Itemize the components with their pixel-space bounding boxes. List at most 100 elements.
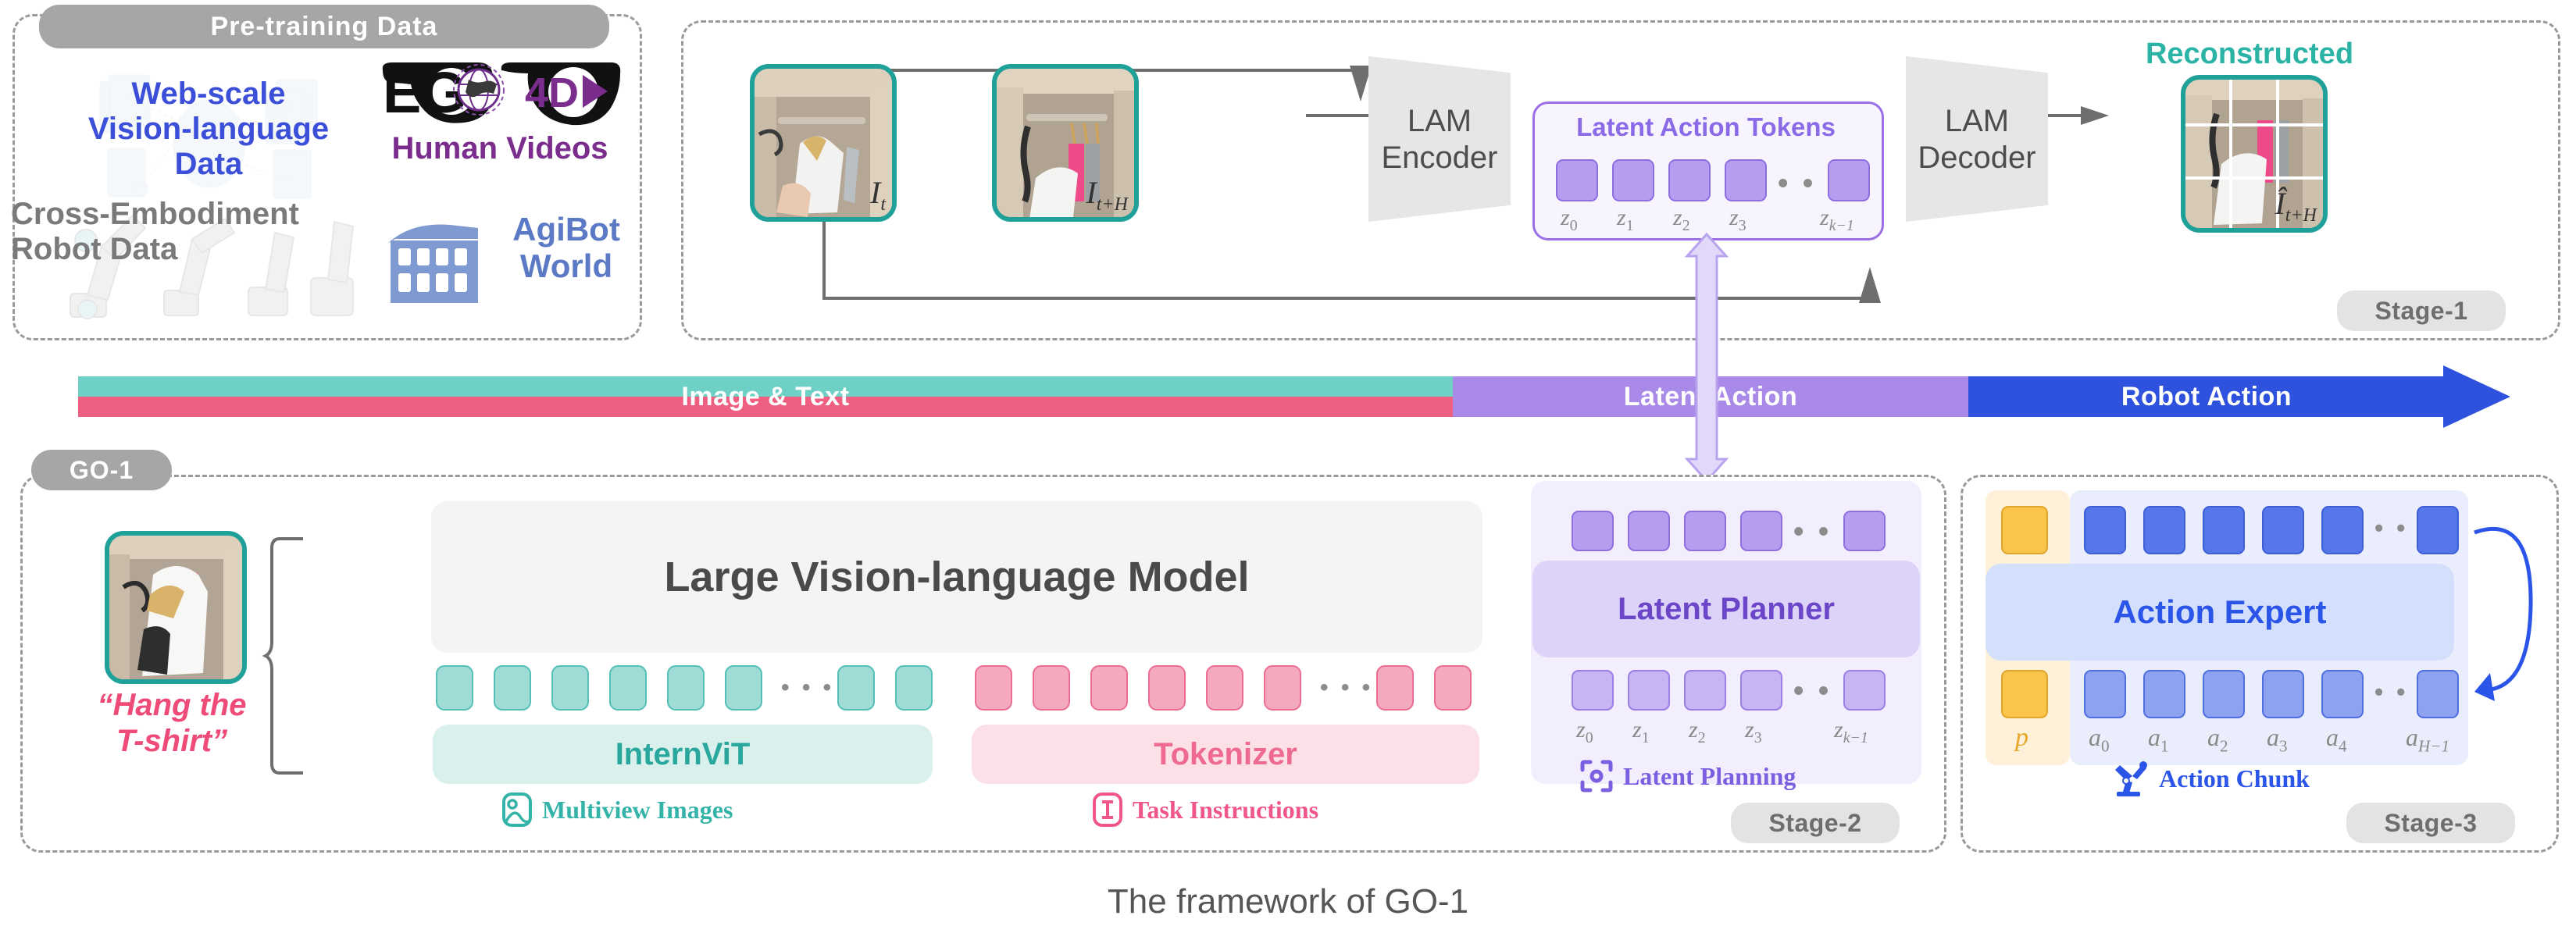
action-token-output — [2417, 670, 2459, 718]
vision-token — [667, 665, 705, 711]
planner-token-label: z2 — [1689, 717, 1706, 746]
action-token-output — [2321, 670, 2364, 718]
action-chunk-label: Action Chunk — [2159, 764, 2310, 792]
tokenizer-card: Tokenizer — [972, 725, 1479, 784]
multiview-images-label: Multiview Images — [542, 795, 733, 824]
planner-input-token — [1628, 511, 1670, 551]
reconstructed-image: Ît+H — [2181, 75, 2328, 233]
action-expert-card: Action Expert — [1986, 564, 2454, 661]
pretraining-item-label: AgiBot World — [512, 211, 620, 285]
lam-encoder-block — [1368, 56, 1511, 222]
latent-token-label: z1 — [1617, 205, 1634, 234]
planner-output-token — [1684, 670, 1726, 711]
pretraining-item-label: Cross-Embodiment Robot Data — [11, 197, 299, 266]
multiview-images-legend: Multiview Images — [501, 792, 733, 828]
latent-token — [1668, 159, 1711, 201]
text-token — [1090, 665, 1128, 711]
frame-t-plus-h-label: It+H — [1086, 175, 1128, 215]
flow-bar-arrowhead — [2443, 365, 2510, 428]
action-token-label: a3 — [2267, 723, 2288, 756]
text-token — [1376, 665, 1414, 711]
play-triangle-icon — [583, 75, 608, 108]
latent-planning-legend: Latent Planning — [1579, 759, 1796, 793]
frame-image-t: It — [750, 64, 897, 222]
go1-header: GO-1 — [31, 450, 172, 490]
action-token-label: a2 — [2207, 723, 2228, 756]
action-token-label: a0 — [2089, 723, 2110, 756]
action-token-output — [2143, 670, 2185, 718]
latent-token — [1612, 159, 1654, 201]
pretraining-item-label: Human Videos — [391, 131, 608, 166]
state-token-input — [2001, 506, 2048, 554]
state-token-label: p — [2015, 723, 2028, 752]
vision-token — [609, 665, 647, 711]
planner-token-label: z1 — [1632, 717, 1650, 746]
planner-output-token — [1740, 670, 1782, 711]
lam-encoder-label: LAM Encoder — [1381, 104, 1498, 176]
planner-token-label: z3 — [1745, 717, 1762, 746]
image-icon — [502, 792, 532, 827]
stage3-badge: Stage-3 — [2346, 803, 2515, 843]
go1-input-image — [105, 531, 247, 684]
input-brace — [262, 537, 303, 775]
latent-planner-card: Latent Planner — [1532, 561, 1920, 657]
latent-token — [1556, 159, 1598, 201]
flow-bar: Image & Text Latent Action Robot Action — [78, 365, 2510, 428]
action-recurrence-arrow — [2474, 527, 2533, 701]
figure-caption: The framework of GO-1 — [1107, 882, 1469, 921]
action-token-output — [2084, 670, 2126, 718]
ego4d-4d-label: 4D — [525, 69, 580, 116]
frame-t-label: It — [870, 175, 886, 215]
action-token-input — [2084, 506, 2126, 554]
latent-token — [1828, 159, 1870, 201]
planner-input-token — [1684, 511, 1726, 551]
action-token-output — [2262, 670, 2304, 718]
stage1-badge: Stage-1 — [2337, 290, 2506, 331]
lam-decoder-block — [1906, 56, 2048, 222]
state-token-output — [2001, 670, 2048, 718]
action-token-output — [2203, 670, 2245, 718]
flow-bar-segment-image-text: Image & Text — [681, 381, 850, 411]
task-instructions-legend: Task Instructions — [1092, 792, 1318, 828]
text-token — [975, 665, 1012, 711]
action-chunk-legend: Action Chunk — [2109, 759, 2310, 798]
colosseum-icon — [387, 224, 478, 303]
stage2-badge: Stage-2 — [1731, 803, 1900, 843]
reconstructed-label: Ît+H — [2275, 186, 2317, 226]
planner-input-token — [1740, 511, 1782, 551]
ego4d-letter-e: E — [383, 60, 422, 125]
pretraining-item-web-scale: Web-scale Vision-language Data — [87, 77, 330, 181]
reconstructed-title: Reconstructed — [2145, 37, 2354, 70]
vision-token — [895, 665, 933, 711]
latent-token — [1725, 159, 1767, 201]
action-token-input — [2417, 506, 2459, 554]
flow-bar-segment-robot-action: Robot Action — [2121, 381, 2292, 411]
web-data-icon — [99, 74, 318, 199]
lam-decoder-label: LAM Decoder — [1918, 104, 2036, 176]
text-token — [1206, 665, 1243, 711]
planner-output-token — [1843, 670, 1886, 711]
planner-token-label: z0 — [1576, 717, 1593, 746]
latent-planning-label: Latent Planning — [1623, 761, 1796, 790]
focus-target-icon — [1580, 760, 1613, 792]
robot-arms-icon — [70, 214, 355, 319]
pretraining-item-human-videos: Human Videos — [367, 131, 633, 166]
internvit-card: InternViT — [433, 725, 933, 784]
planner-input-token — [1572, 511, 1614, 551]
action-token-input — [2203, 506, 2245, 554]
text-token — [1148, 665, 1186, 711]
vision-token — [551, 665, 589, 711]
text-token — [1434, 665, 1472, 711]
action-token-input — [2143, 506, 2185, 554]
pretraining-data-header: Pre-training Data — [39, 5, 609, 48]
pretraining-item-label: Web-scale Vision-language Data — [87, 77, 330, 181]
planner-output-token — [1572, 670, 1614, 711]
go1-instruction-text: “Hang the T-shirt” — [97, 688, 247, 758]
vision-token — [725, 665, 762, 711]
text-token — [1033, 665, 1070, 711]
planner-output-token — [1628, 670, 1670, 711]
text-token-ellipsis: • • • — [1320, 675, 1374, 700]
action-token-label: aH−1 — [2406, 723, 2450, 756]
vision-token — [436, 665, 473, 711]
text-instruction-icon — [1093, 792, 1122, 827]
